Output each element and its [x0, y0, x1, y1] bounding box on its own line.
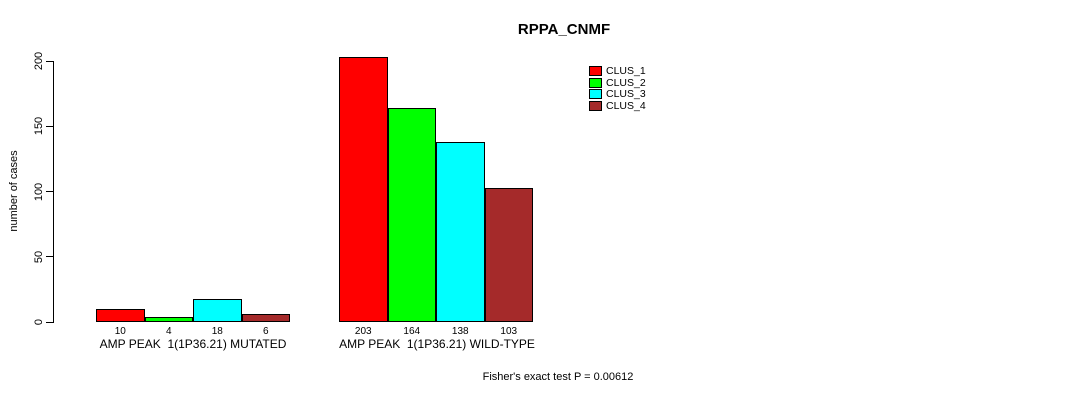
bar-clus_2-group2 — [387, 108, 436, 322]
y-tick-label: 200 — [33, 51, 45, 71]
y-tick-label: 50 — [33, 250, 45, 263]
y-axis-title: number of cases — [8, 150, 20, 232]
legend-item-clus_2: CLUS_2 — [589, 76, 646, 89]
y-tick — [46, 191, 53, 192]
legend-item-clus_1: CLUS_1 — [589, 65, 646, 77]
bar-value-label: 203 — [354, 326, 372, 337]
legend-label: CLUS_4 — [606, 99, 646, 112]
y-tick-label: 100 — [33, 182, 45, 201]
bar-value-label: 4 — [165, 326, 172, 337]
bar-value-label: 164 — [403, 326, 421, 337]
group-label-wild-type: AMP PEAK 1(1P36.21) WILD-TYPE — [339, 337, 535, 351]
bar-value-label: 138 — [451, 326, 469, 337]
bar-value-label: 6 — [262, 326, 269, 337]
y-axis-line — [53, 61, 54, 323]
y-tick — [46, 256, 53, 258]
legend-swatch — [589, 89, 602, 99]
legend: CLUS_1 CLUS_2 CLUS_3 CLUS_4 — [589, 65, 646, 112]
y-tick-label: 0 — [33, 318, 45, 326]
group-label-mutated: AMP PEAK 1(1P36.21) MUTATED — [99, 337, 287, 351]
legend-label: CLUS_2 — [606, 76, 646, 89]
legend-item-clus_3: CLUS_3 — [589, 88, 646, 100]
legend-swatch — [589, 66, 602, 76]
footnote-fisher-test: Fisher's exact test P = 0.00612 — [482, 371, 634, 383]
bar-value-label: 18 — [211, 326, 223, 337]
legend-label: CLUS_1 — [606, 65, 646, 77]
bar-value-label: 103 — [500, 326, 518, 337]
bar-value-label: 10 — [114, 326, 126, 337]
bar-clus_4-group2 — [484, 188, 533, 322]
chart-title: RPPA_CNMF — [517, 21, 611, 38]
legend-swatch — [589, 77, 602, 88]
bar-clus_3-group1 — [193, 299, 242, 322]
y-tick-label: 150 — [33, 117, 45, 136]
legend-item-clus_4: CLUS_4 — [589, 99, 646, 112]
y-tick — [46, 60, 53, 62]
bar-clus_1-group1 — [96, 309, 145, 322]
y-tick — [46, 125, 53, 127]
legend-swatch — [589, 100, 602, 111]
bar-clus_1-group2 — [339, 57, 388, 322]
y-tick — [46, 321, 53, 323]
bar-clus_2-group1 — [144, 317, 193, 322]
bar-clus_3-group2 — [436, 142, 485, 322]
bar-clus_4-group1 — [241, 314, 290, 322]
legend-label: CLUS_3 — [606, 88, 646, 100]
